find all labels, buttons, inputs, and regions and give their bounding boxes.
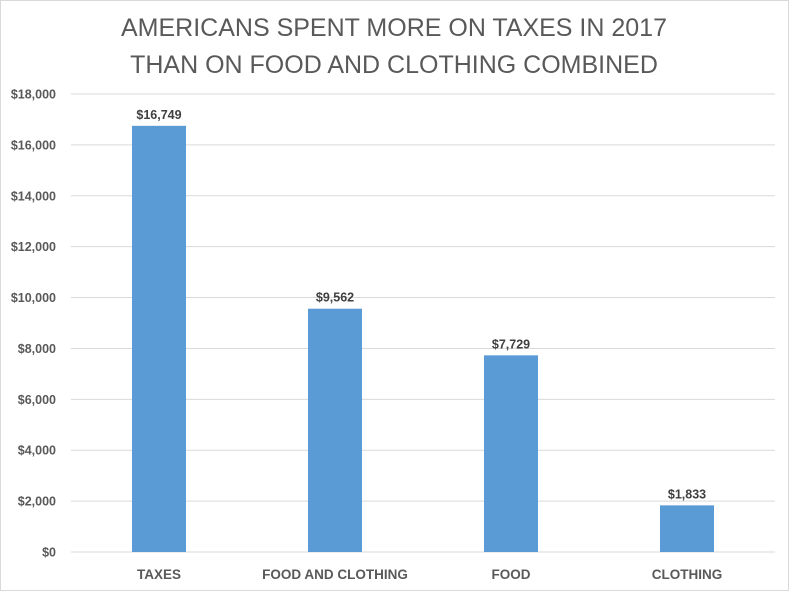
bar-food-and-clothing — [308, 308, 362, 552]
y-tick-label: $18,000 — [11, 88, 56, 102]
bar-taxes — [132, 125, 186, 553]
data-label: $7,729 — [492, 337, 530, 351]
chart-title-line-1: AMERICANS SPENT MORE ON TAXES IN 2017 — [121, 14, 667, 42]
x-category-label: FOOD — [492, 567, 531, 582]
x-axis-category-labels: TAXES FOOD AND CLOTHING FOOD CLOTHING — [137, 567, 722, 582]
data-labels: $16,749 $9,562 $7,729 $1,833 — [136, 108, 706, 502]
bar-clothing — [660, 505, 714, 552]
x-category-label: FOOD AND CLOTHING — [262, 567, 408, 582]
y-tick-label: $2,000 — [18, 495, 56, 509]
y-tick-label: $0 — [42, 546, 56, 560]
y-axis-tick-labels: $0 $2,000 $4,000 $6,000 $8,000 $10,000 $12,000… — [11, 88, 56, 560]
x-category-label: TAXES — [137, 567, 181, 582]
data-label: $9,562 — [316, 291, 354, 305]
y-tick-label: $4,000 — [18, 444, 56, 458]
y-tick-label: $6,000 — [18, 393, 56, 407]
chart-title-line-2: THAN ON FOOD AND CLOTHING COMBINED — [130, 51, 658, 79]
y-tick-label: $14,000 — [11, 189, 56, 203]
y-tick-label: $16,000 — [11, 138, 56, 152]
bars — [132, 125, 714, 553]
y-tick-label: $12,000 — [11, 240, 56, 254]
data-label: $16,749 — [136, 108, 181, 122]
gridlines — [71, 93, 775, 553]
y-tick-label: $8,000 — [18, 342, 56, 356]
y-tick-label: $10,000 — [11, 291, 56, 305]
x-category-label: CLOTHING — [652, 567, 723, 582]
bar-food — [484, 355, 538, 552]
data-label: $1,833 — [668, 487, 706, 501]
